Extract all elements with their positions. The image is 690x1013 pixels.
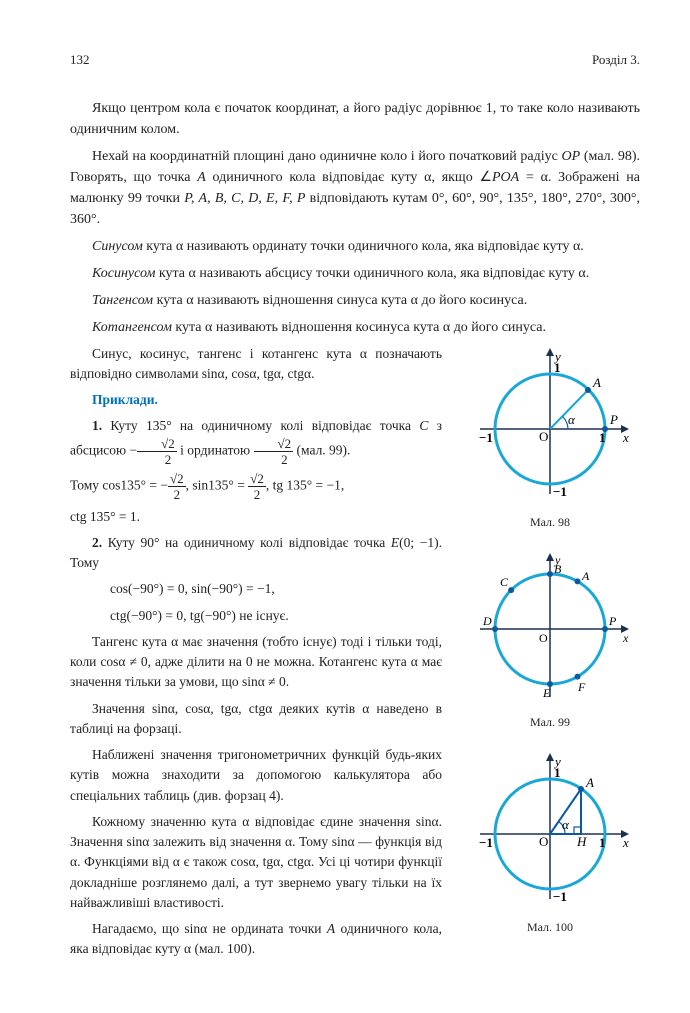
svg-text:x: x: [622, 835, 629, 850]
paragraph-7: Синус, косинус, тангенс і котангенс кута…: [70, 344, 442, 385]
fraction: √22: [254, 437, 294, 466]
svg-text:E: E: [542, 686, 551, 700]
figure-100-caption: Мал. 100: [527, 918, 573, 936]
paragraph-tan: Тангенс кута α має значення (тобто існує…: [70, 632, 442, 693]
page-number: 132: [70, 50, 90, 70]
svg-text:A: A: [585, 775, 594, 790]
fraction: √22: [248, 472, 266, 501]
example-2-line1: cos(−90°) = 0, sin(−90°) = −1,: [70, 579, 442, 599]
svg-text:−1: −1: [553, 889, 567, 904]
svg-text:x: x: [622, 631, 629, 645]
figure-99: P A B C D E F O y x Мал. 99: [460, 549, 640, 731]
fraction: √22: [137, 437, 177, 466]
svg-text:F: F: [577, 680, 586, 694]
svg-text:O: O: [539, 429, 548, 444]
svg-text:H: H: [576, 834, 587, 849]
svg-text:x: x: [622, 430, 629, 445]
example-1-ctg: ctg 135° = 1.: [70, 507, 442, 527]
example-2: 2. Куту 90° на одиничному колі відповіда…: [70, 533, 442, 574]
figures-column: α y x O A P 1 1 −1 −1 Мал. 98: [460, 344, 640, 966]
paragraph-func: Кожному значенню кута α відповідає єдине…: [70, 812, 442, 913]
figure-98-caption: Мал. 98: [530, 513, 570, 531]
svg-text:α: α: [562, 817, 570, 832]
figure-99-caption: Мал. 99: [530, 713, 570, 731]
paragraph-5: Тангенсом кута α називають відношення си…: [70, 290, 640, 311]
paragraph-recall: Нагадаємо, що sinα не ордината точки A о…: [70, 919, 442, 960]
text-column: Синус, косинус, тангенс і котангенс кута…: [70, 344, 442, 966]
paragraph-approx: Наближені значення тригонометричних функ…: [70, 745, 442, 806]
example-1: 1. Куту 135° на одиничному колі відповід…: [70, 416, 442, 465]
svg-text:1: 1: [599, 835, 606, 850]
paragraph-table: Значення sinα, cosα, tgα, ctgα деяких ку…: [70, 699, 442, 740]
svg-text:−1: −1: [479, 835, 493, 850]
chapter-label: Розділ 3.: [592, 50, 640, 70]
svg-text:P: P: [609, 412, 618, 427]
svg-text:C: C: [500, 575, 509, 589]
figure-98: α y x O A P 1 1 −1 −1 Мал. 98: [460, 344, 640, 531]
svg-text:P: P: [608, 614, 617, 628]
svg-text:A: A: [592, 375, 601, 390]
svg-text:1: 1: [599, 430, 606, 445]
paragraph-2: Нехай на координатній площині дано одини…: [70, 146, 640, 230]
svg-text:α: α: [568, 412, 576, 427]
fraction: √22: [168, 472, 186, 501]
example-1-result: Тому cos135° = −√22, sin135° = √22, tg 1…: [70, 472, 442, 501]
paragraph-1: Якщо центром кола є початок координат, а…: [70, 98, 640, 140]
svg-text:O: O: [539, 834, 548, 849]
svg-text:−1: −1: [553, 484, 567, 499]
example-2-line2: ctg(−90°) = 0, tg(−90°) не існує.: [70, 606, 442, 626]
svg-text:−1: −1: [479, 430, 493, 445]
svg-text:A: A: [581, 569, 590, 583]
paragraph-6: Котангенсом кута α називають відношення …: [70, 317, 640, 338]
examples-heading: Приклади.: [70, 390, 442, 410]
figure-100: α A H O y x 1 −1 1 −1 Мал. 100: [460, 749, 640, 936]
svg-text:D: D: [482, 614, 492, 628]
svg-text:O: O: [539, 631, 548, 645]
svg-text:1: 1: [554, 360, 561, 375]
svg-text:1: 1: [554, 765, 561, 780]
paragraph-3: Синусом кута α називають ординату точки …: [70, 236, 640, 257]
paragraph-4: Косинусом кута α називають абсцису точки…: [70, 263, 640, 284]
page-header: 132 Розділ 3.: [70, 50, 640, 70]
svg-text:y: y: [554, 553, 561, 567]
